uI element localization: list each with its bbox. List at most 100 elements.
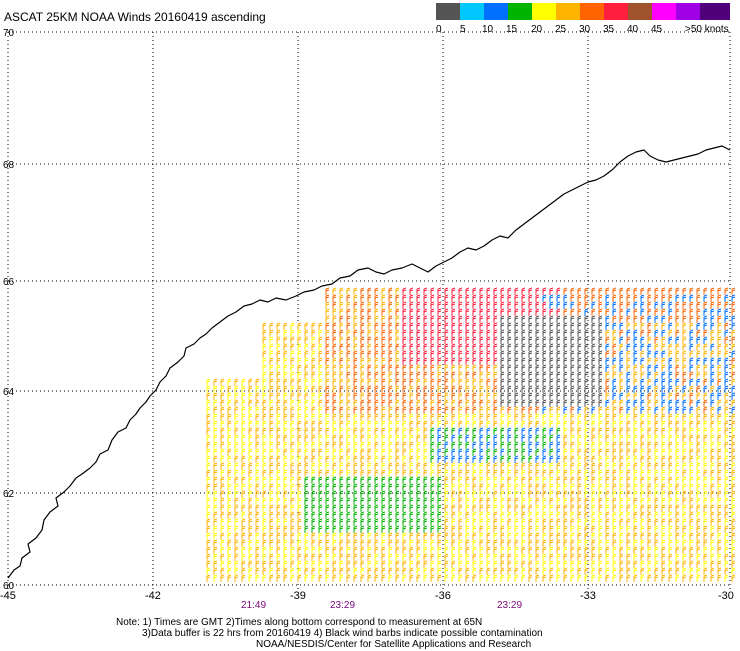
- wind-barb: [444, 413, 449, 421]
- wind-barb: [647, 343, 652, 351]
- wind-barb: [542, 539, 547, 547]
- wind-barb: [486, 336, 491, 344]
- wind-barb: [409, 469, 414, 477]
- wind-barb: [318, 434, 323, 442]
- wind-barb: [367, 462, 372, 470]
- wind-barb: [605, 420, 610, 428]
- wind-barb: [423, 434, 428, 442]
- wind-barb: [703, 476, 708, 484]
- wind-barb: [563, 343, 568, 351]
- wind-barb: [276, 364, 281, 372]
- wind-barb: [556, 434, 561, 442]
- wind-barb: [213, 497, 218, 505]
- wind-barb: [696, 434, 701, 442]
- wind-barb: [220, 441, 225, 449]
- wind-barb: [458, 378, 463, 386]
- wind-barb: [507, 560, 512, 568]
- wind-barb: [458, 462, 463, 470]
- wind-barb: [682, 469, 687, 477]
- wind-barb: [682, 343, 687, 351]
- wind-barb: [696, 476, 701, 484]
- wind-barb: [626, 560, 631, 568]
- wind-barb: [528, 434, 533, 442]
- wind-barb: [668, 497, 673, 505]
- wind-barb: [584, 413, 589, 421]
- wind-barb: [731, 357, 736, 365]
- wind-barb: [451, 406, 456, 414]
- wind-barb: [598, 483, 603, 491]
- wind-barb: [339, 497, 344, 505]
- wind-barb: [598, 532, 603, 540]
- wind-barb: [367, 308, 372, 316]
- wind-barb: [388, 406, 393, 414]
- wind-barb: [675, 336, 680, 344]
- wind-barb: [626, 476, 631, 484]
- wind-barb: [556, 553, 561, 561]
- wind-barb: [535, 560, 540, 568]
- wind-barb: [220, 413, 225, 421]
- wind-barb: [472, 322, 477, 330]
- wind-barb: [731, 483, 736, 491]
- wind-barb: [290, 462, 295, 470]
- wind-barb: [675, 546, 680, 554]
- wind-barb: [493, 343, 498, 351]
- wind-barb: [542, 315, 547, 323]
- wind-barb: [563, 322, 568, 330]
- wind-barb: [437, 539, 442, 547]
- wind-barb: [290, 539, 295, 547]
- wind-barb: [612, 392, 617, 400]
- wind-barb: [332, 546, 337, 554]
- wind-barb: [332, 399, 337, 407]
- wind-barb: [563, 525, 568, 533]
- wind-barb: [374, 336, 379, 344]
- wind-barb: [451, 287, 456, 295]
- lat-label: 60: [3, 581, 15, 592]
- wind-barb: [591, 567, 596, 575]
- wind-barb: [283, 413, 288, 421]
- wind-barb: [241, 385, 246, 393]
- wind-barb: [703, 511, 708, 519]
- wind-barb: [556, 287, 561, 295]
- wind-barb: [556, 343, 561, 351]
- wind-barb: [493, 308, 498, 316]
- lon-label: -45: [0, 590, 16, 602]
- wind-barb: [346, 560, 351, 568]
- wind-barb: [626, 574, 631, 582]
- wind-barb: [668, 525, 673, 533]
- wind-barb: [465, 525, 470, 533]
- wind-barb: [612, 308, 617, 316]
- wind-barb: [696, 504, 701, 512]
- wind-barb: [430, 469, 435, 477]
- wind-barb: [227, 497, 232, 505]
- wind-barb: [633, 525, 638, 533]
- wind-barb: [346, 350, 351, 358]
- wind-barb: [626, 504, 631, 512]
- wind-barb: [696, 406, 701, 414]
- wind-barb: [507, 308, 512, 316]
- wind-barb: [353, 455, 358, 463]
- wind-barb: [416, 287, 421, 295]
- wind-barb: [717, 315, 722, 323]
- wind-barb: [521, 294, 526, 302]
- wind-barb: [234, 553, 239, 561]
- wind-barb: [717, 455, 722, 463]
- wind-barb: [584, 385, 589, 393]
- wind-barb: [304, 427, 309, 435]
- wind-barb: [437, 490, 442, 498]
- wind-barb: [437, 294, 442, 302]
- wind-barb: [360, 308, 365, 316]
- wind-barb: [689, 420, 694, 428]
- wind-barb: [262, 378, 267, 386]
- wind-barb: [465, 553, 470, 561]
- wind-barb: [717, 392, 722, 400]
- wind-barb: [311, 413, 316, 421]
- wind-barb: [500, 343, 505, 351]
- wind-barb: [507, 469, 512, 477]
- wind-barb: [612, 490, 617, 498]
- wind-barb: [311, 462, 316, 470]
- wind-barb: [458, 483, 463, 491]
- wind-barb: [332, 315, 337, 323]
- wind-barb: [353, 322, 358, 330]
- wind-barb: [248, 574, 253, 582]
- wind-barb: [661, 357, 666, 365]
